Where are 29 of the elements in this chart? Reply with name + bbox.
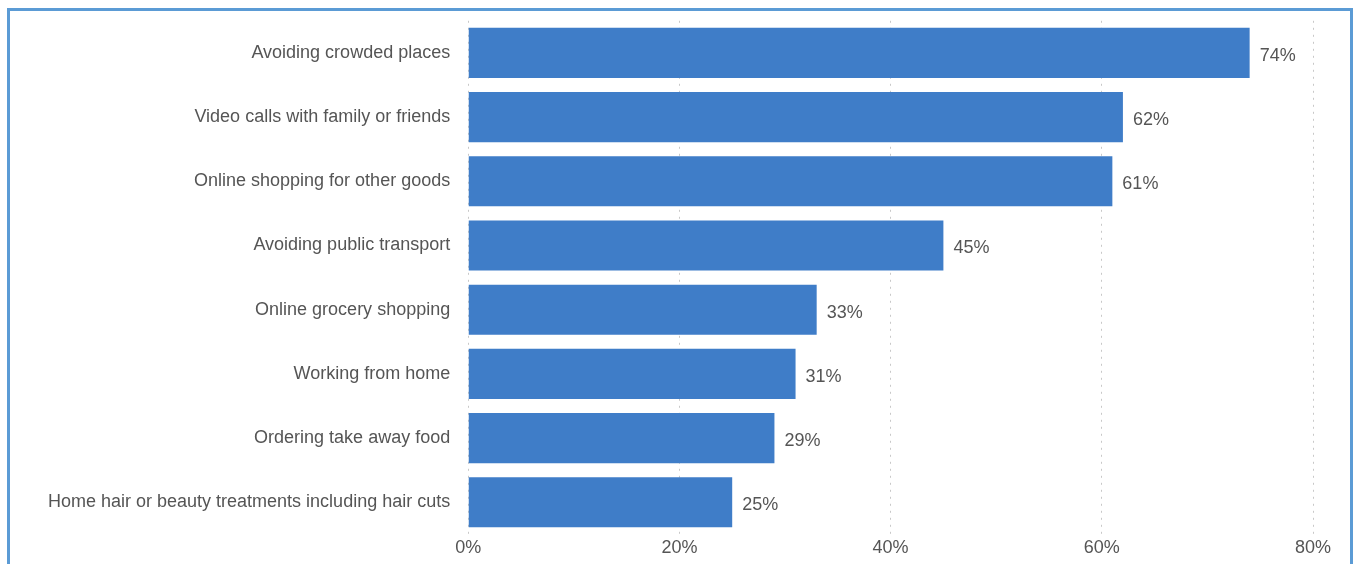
data-label: 33%	[826, 301, 863, 322]
bar	[468, 27, 1250, 78]
bar	[468, 220, 944, 271]
data-label: 25%	[742, 494, 779, 515]
bar	[468, 348, 796, 399]
y-tick-label: Online shopping for other goods	[194, 170, 451, 191]
x-tick-label: 0%	[455, 537, 482, 558]
x-tick-label: 80%	[1294, 537, 1332, 558]
y-tick-label: Video calls with family or friends	[194, 106, 451, 127]
data-label: 31%	[805, 365, 842, 386]
bar	[468, 284, 817, 335]
y-tick-label: Ordering take away food	[254, 427, 451, 448]
data-label: 74%	[1259, 44, 1296, 65]
x-tick-label: 40%	[872, 537, 909, 558]
x-tick-label: 20%	[661, 537, 698, 558]
y-tick-label: Home hair or beauty treatments including hair cuts	[47, 491, 451, 512]
y-tick-label: Avoiding public transport	[253, 234, 451, 255]
data-label: 45%	[953, 237, 990, 258]
data-label: 62%	[1132, 109, 1169, 130]
data-label: 29%	[784, 430, 821, 451]
y-tick-label: Working from home	[293, 362, 451, 383]
y-tick-label: Online grocery shopping	[255, 298, 451, 319]
bar	[468, 92, 1123, 143]
bar	[468, 156, 1113, 207]
data-label: 61%	[1122, 173, 1159, 194]
bar	[468, 477, 733, 528]
x-tick-label: 60%	[1083, 537, 1120, 558]
y-tick-label: Avoiding crowded places	[251, 41, 451, 62]
bar	[468, 413, 775, 464]
